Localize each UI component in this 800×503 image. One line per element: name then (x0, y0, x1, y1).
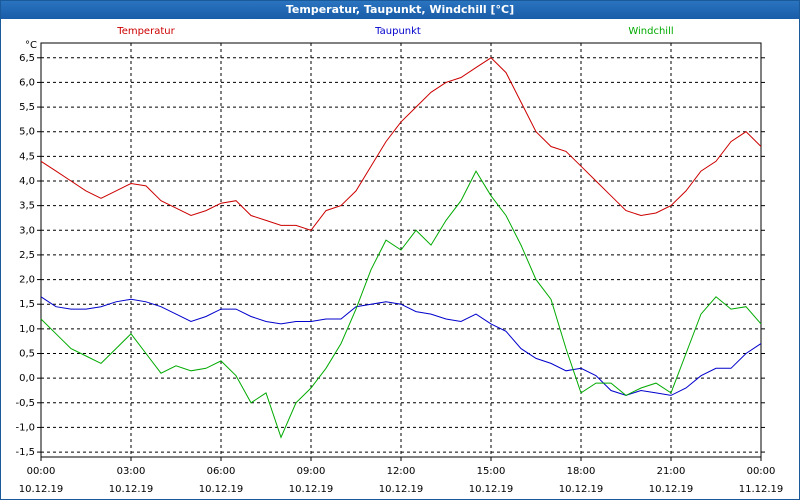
x-tick-date: 10.12.19 (649, 484, 694, 495)
y-tick-label: 4,0 (19, 176, 35, 187)
series-line-taupunkt (40, 296, 762, 396)
line-chart: -1,5 -1,0 -0,5 0,0 0,5 1,0 1,5 2,0 2,5 3,0 3,5 4,0 4… (15, 26, 784, 495)
y-tick-label: 6,5 (19, 53, 35, 64)
y-tick-label: 1,0 (19, 324, 35, 335)
legend-taupunkt: Taupunkt (374, 26, 421, 37)
y-tick-label: 4,5 (19, 151, 35, 162)
series-line-temperatur (40, 57, 762, 231)
chart-area: -1,5 -1,0 -0,5 0,0 0,5 1,0 1,5 2,0 2,5 3,0 3,5 4,0 4… (1, 19, 799, 499)
legend-windchill: Windchill (628, 26, 673, 37)
y-tick-label: 3,0 (19, 225, 35, 236)
x-tick-time: 12:00 (387, 466, 416, 477)
x-tick-time: 18:00 (567, 466, 596, 477)
legend-temperatur: Temperatur (116, 26, 175, 37)
x-tick-date: 10.12.19 (379, 484, 424, 495)
x-tick-date: 11.12.19 (739, 484, 784, 495)
x-tick-date: 10.12.19 (469, 484, 514, 495)
x-tick-time: 00:00 (747, 466, 776, 477)
y-tick-label: 0,0 (19, 373, 35, 384)
x-tick-date: 10.12.19 (289, 484, 334, 495)
window-title: Temperatur, Taupunkt, Windchill [°C] (1, 1, 799, 19)
series-line-windchill (40, 170, 762, 439)
y-unit-label: °C (25, 40, 37, 51)
x-tick-date: 10.12.19 (19, 484, 64, 495)
y-tick-label: 6,0 (19, 77, 35, 88)
y-tick-label: 1,5 (19, 299, 35, 310)
x-tick-time: 15:00 (477, 466, 506, 477)
y-tick-label: 2,5 (19, 250, 35, 261)
y-tick-label: 5,0 (19, 127, 35, 138)
x-tick-time: 21:00 (657, 466, 686, 477)
x-tick-time: 03:00 (117, 466, 146, 477)
y-tick-label: 2,0 (19, 275, 35, 286)
x-tick-time: 06:00 (207, 466, 236, 477)
y-tick-label: 0,5 (19, 349, 35, 360)
y-tick-label: 3,5 (19, 201, 35, 212)
x-tick-date: 10.12.19 (199, 484, 244, 495)
y-tick-label: -1,5 (15, 447, 35, 458)
x-tick-time: 09:00 (297, 466, 326, 477)
y-tick-label: -0,5 (15, 398, 35, 409)
x-tick-date: 10.12.19 (109, 484, 154, 495)
x-tick-time: 00:00 (27, 466, 56, 477)
x-tick-date: 10.12.19 (559, 484, 604, 495)
y-tick-label: 5,5 (19, 102, 35, 113)
y-tick-label: -1,0 (15, 422, 35, 433)
